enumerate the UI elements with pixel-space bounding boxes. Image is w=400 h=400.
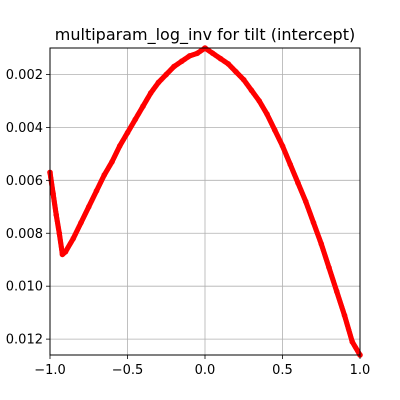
data-point bbox=[124, 129, 131, 136]
data-point bbox=[333, 288, 340, 295]
x-tick-label: 0.5 bbox=[272, 363, 293, 378]
data-point bbox=[349, 338, 356, 345]
data-point bbox=[341, 312, 348, 319]
data-point bbox=[171, 63, 177, 70]
data-point bbox=[85, 203, 92, 210]
data-point bbox=[310, 219, 317, 226]
data-point bbox=[50, 190, 56, 197]
chart-title: multiparam_log_inv for tilt (intercept) bbox=[55, 25, 355, 45]
data-point bbox=[116, 143, 123, 149]
data-point bbox=[178, 58, 185, 65]
data-point bbox=[70, 235, 77, 242]
data-point bbox=[194, 50, 201, 57]
axis-ticks: −1.0 −0.5 0.0 0.5 1.0 0.002 0.004 0.006 0.008 0.0… bbox=[6, 68, 371, 378]
y-tick-label: 0.010 bbox=[6, 280, 43, 295]
data-point bbox=[264, 111, 270, 117]
data-point bbox=[326, 264, 332, 271]
data-point bbox=[140, 103, 146, 110]
y-tick-label: 0.008 bbox=[6, 227, 43, 242]
data-point bbox=[318, 241, 325, 247]
x-tick-label: −0.5 bbox=[112, 363, 144, 378]
data-point bbox=[93, 188, 100, 194]
x-tick-label: 0.0 bbox=[195, 363, 216, 378]
data-point bbox=[240, 76, 247, 83]
data-point bbox=[147, 90, 154, 96]
data-point bbox=[132, 116, 139, 123]
data-point bbox=[256, 98, 263, 104]
data-point bbox=[248, 87, 255, 94]
data-point bbox=[155, 79, 162, 86]
x-tick-label: −1.0 bbox=[34, 363, 66, 378]
data-point bbox=[279, 143, 286, 149]
data-point bbox=[53, 211, 59, 218]
y-tick-label: 0.002 bbox=[6, 68, 43, 83]
data-point bbox=[56, 230, 63, 237]
y-tick-label: 0.012 bbox=[6, 333, 43, 348]
data-point bbox=[101, 172, 108, 178]
y-tick-label: 0.006 bbox=[6, 174, 43, 189]
data-point bbox=[62, 248, 69, 255]
data-point bbox=[186, 53, 193, 59]
data-point bbox=[295, 180, 301, 186]
y-tick-label: 0.004 bbox=[6, 121, 43, 136]
data-point bbox=[163, 71, 170, 78]
data-point bbox=[109, 159, 115, 165]
data-point bbox=[302, 198, 309, 205]
data-point bbox=[225, 61, 232, 67]
data-point bbox=[78, 219, 84, 226]
data-point bbox=[217, 55, 224, 62]
data-point bbox=[271, 127, 278, 133]
data-point bbox=[209, 50, 216, 57]
plot-area bbox=[47, 45, 363, 358]
x-tick-label: 1.0 bbox=[350, 363, 371, 378]
data-point bbox=[287, 161, 294, 168]
data-point bbox=[233, 69, 239, 75]
